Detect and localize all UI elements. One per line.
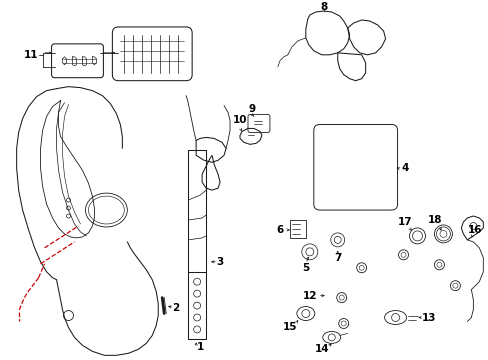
Text: 5: 5 [302, 263, 309, 273]
Text: 7: 7 [333, 253, 341, 263]
Text: 4: 4 [401, 163, 408, 173]
Text: 9: 9 [248, 104, 255, 113]
Text: 13: 13 [421, 312, 436, 323]
Text: 16: 16 [467, 225, 482, 235]
Text: 18: 18 [427, 215, 442, 225]
Text: 6: 6 [276, 225, 283, 235]
Text: 17: 17 [397, 217, 412, 227]
Text: 14: 14 [314, 345, 328, 354]
Text: 2: 2 [172, 302, 180, 312]
Text: 10: 10 [232, 116, 247, 126]
Text: 1: 1 [196, 342, 203, 352]
Text: 12: 12 [302, 291, 316, 301]
Bar [289, 220, 305, 238]
Text: 11: 11 [23, 50, 38, 60]
Text: 15: 15 [282, 323, 297, 333]
Bar [188, 272, 205, 339]
Text: 3: 3 [216, 257, 223, 267]
Text: 8: 8 [320, 2, 327, 12]
